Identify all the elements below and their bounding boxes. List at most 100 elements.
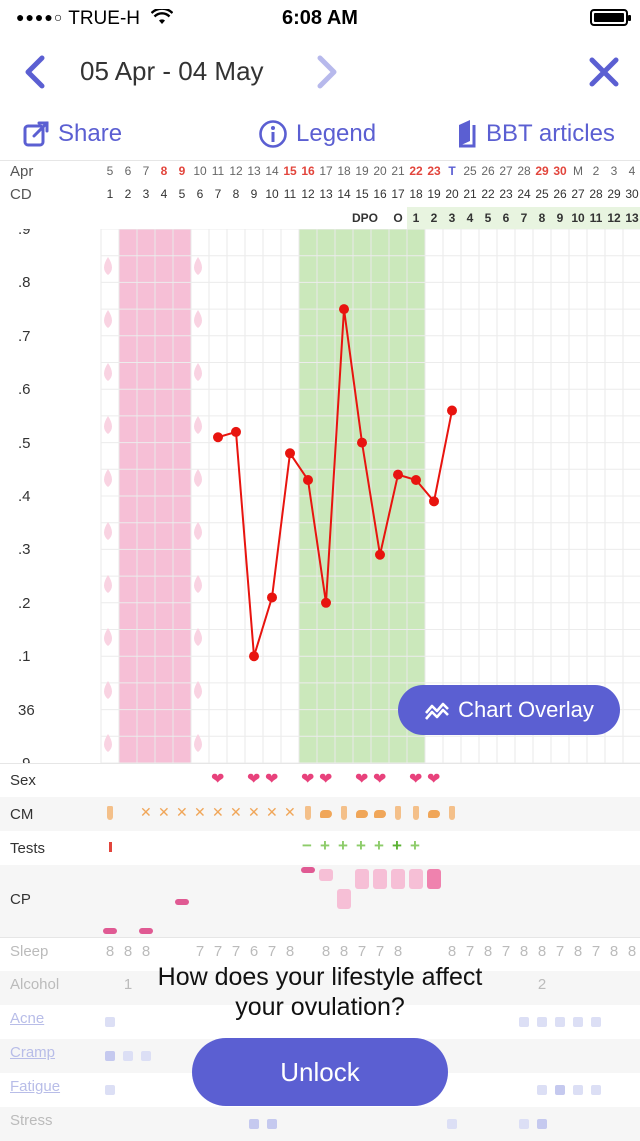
date-cell[interactable]: 16 [301, 164, 315, 178]
date-cell[interactable]: 15 [283, 164, 297, 178]
date-cell[interactable]: 19 [355, 164, 369, 178]
drop-icon [194, 681, 202, 699]
date-cell[interactable]: 2 [592, 164, 600, 178]
date-cell[interactable]: 22 [409, 164, 423, 178]
y-tick-label: .9 [18, 755, 31, 763]
date-cell[interactable]: 23 [427, 164, 441, 178]
date-cell[interactable]: 21 [391, 164, 405, 178]
heart-icon: ❤ [247, 771, 261, 788]
symptom-square [447, 1119, 457, 1129]
chevron-left-icon[interactable] [20, 54, 52, 90]
cd-cell: 14 [337, 187, 351, 201]
chevron-right-icon[interactable] [310, 54, 342, 90]
test-positive-icon: + [410, 836, 420, 855]
book-icon [459, 120, 476, 148]
date-cell[interactable]: 30 [553, 164, 567, 178]
cd-cell: 3 [142, 187, 150, 201]
cd-cell: 29 [607, 187, 621, 201]
chart-overlay-button[interactable]: Chart Overlay [398, 685, 620, 735]
sleep-value: 7 [213, 943, 223, 960]
sleep-value: 8 [519, 943, 529, 960]
sex-row: Sex ❤ ❤ ❤ ❤ ❤ ❤ ❤ ❤ ❤ [0, 763, 640, 798]
y-tick-label: .1 [18, 648, 31, 666]
date-cell[interactable]: 7 [142, 164, 150, 178]
fatigue-label[interactable]: Fatigue [10, 1078, 61, 1095]
dpo-cell: 9 [556, 211, 564, 225]
cramp-label[interactable]: Cramp [10, 1044, 56, 1061]
test-positive-icon: + [338, 836, 348, 855]
cp-block [427, 869, 441, 889]
battery-icon [590, 9, 631, 26]
cd-cell: 20 [445, 187, 459, 201]
clock: 6:08 AM [282, 7, 358, 29]
bbt-articles-label: BBT articles [486, 120, 615, 147]
temperature-point [375, 549, 385, 560]
cd-cell: 13 [319, 187, 333, 201]
sleep-value: 7 [465, 943, 475, 960]
temperature-point [303, 474, 313, 485]
unlock-button[interactable]: Unlock [192, 1038, 448, 1106]
cm-dry-icon: ✕ [140, 804, 152, 820]
date-cell[interactable]: T [448, 164, 456, 178]
y-tick-label: .4 [18, 488, 31, 505]
date-cell[interactable]: 6 [124, 164, 132, 178]
sleep-label: Sleep [10, 943, 49, 960]
date-cell[interactable]: 27 [499, 164, 513, 178]
date-cell[interactable]: 10 [193, 164, 207, 178]
date-cell[interactable]: 20 [373, 164, 387, 178]
cp-block [139, 928, 153, 934]
cd-cell: 6 [196, 187, 204, 201]
cd-cell: 10 [265, 187, 279, 201]
sleep-value: 8 [105, 943, 115, 960]
date-cell[interactable]: 9 [178, 164, 186, 178]
date-cell[interactable]: 26 [481, 164, 495, 178]
cp-row: CP [0, 865, 640, 937]
cd-cell: 7 [214, 187, 222, 201]
cm-watery-icon [413, 806, 419, 820]
sleep-value: 7 [357, 943, 367, 960]
date-cell[interactable]: 17 [319, 164, 333, 178]
y-tick-label: .2 [18, 594, 31, 612]
date-cell[interactable]: 4 [628, 164, 636, 178]
date-cell[interactable]: 11 [211, 164, 225, 178]
date-cell[interactable]: 13 [247, 164, 261, 178]
cd-cell: 5 [178, 187, 186, 201]
share-button[interactable]: Share [22, 118, 122, 150]
promo-text: How does your lifestyle affect your ovul… [0, 962, 640, 1022]
bbt-articles-button[interactable]: BBT articles [456, 118, 615, 150]
acne-row: Acne [0, 1005, 640, 1039]
date-cell[interactable]: 3 [610, 164, 618, 178]
temperature-point [231, 426, 241, 437]
symptom-square [519, 1119, 529, 1129]
date-cell[interactable]: 18 [337, 164, 351, 178]
date-cell[interactable]: 5 [106, 164, 114, 178]
sleep-value: 8 [339, 943, 349, 960]
temperature-point [285, 448, 295, 459]
date-cell[interactable]: 29 [535, 164, 549, 178]
date-cell[interactable]: M [573, 164, 583, 178]
heart-icon: ❤ [409, 771, 423, 788]
acne-label[interactable]: Acne [10, 1010, 45, 1027]
symptom-square [573, 1085, 583, 1095]
temperature-chart [100, 229, 640, 763]
test-positive-icon: + [356, 836, 366, 855]
month-label: Apr [10, 163, 34, 180]
heart-icon: ❤ [211, 771, 225, 788]
legend-button[interactable]: Legend [258, 118, 376, 150]
cm-watery-icon [449, 806, 455, 820]
close-icon[interactable] [588, 54, 620, 90]
date-cell[interactable]: 12 [229, 164, 243, 178]
temperature-point [321, 597, 331, 608]
bbt-chart: .9 .8 .7 .6 .5 .4 .3 .2 .1 36 .9 [0, 229, 640, 763]
cp-block [103, 928, 117, 934]
cd-cell: 21 [463, 187, 477, 201]
test-mark [109, 842, 112, 852]
tests-row: Tests − + + + + + + [0, 831, 640, 865]
cd-cell: 1 [106, 187, 114, 201]
temperature-point [357, 437, 367, 448]
date-cell[interactable]: 8 [160, 164, 168, 178]
date-cell[interactable]: 25 [463, 164, 477, 178]
date-cell[interactable]: 28 [517, 164, 531, 178]
date-cell[interactable]: 14 [265, 164, 279, 178]
dpo-cell: 13 [625, 211, 639, 225]
